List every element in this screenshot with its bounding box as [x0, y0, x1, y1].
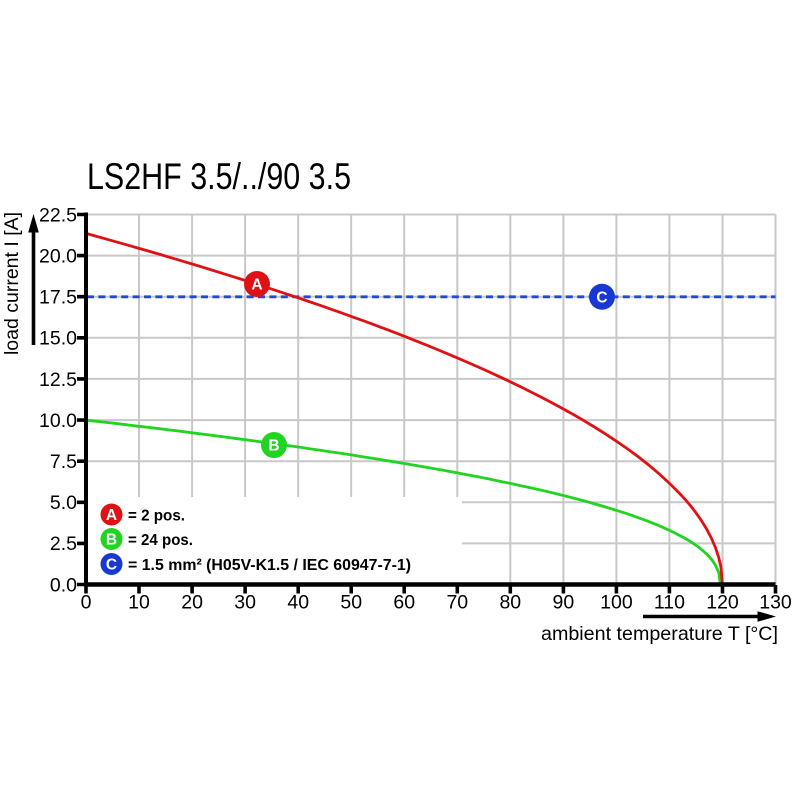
svg-text:90: 90 [553, 592, 575, 614]
svg-text:70: 70 [446, 592, 468, 614]
svg-text:17.5: 17.5 [39, 287, 77, 309]
svg-text:2.5: 2.5 [50, 533, 77, 555]
svg-text:C: C [596, 289, 607, 306]
svg-text:15.0: 15.0 [39, 328, 77, 350]
svg-text:22.5: 22.5 [39, 204, 77, 226]
svg-text:40: 40 [287, 592, 309, 614]
svg-text:= 1.5 mm² (H05V-K1.5 / IEC 609: = 1.5 mm² (H05V-K1.5 / IEC 60947-7-1) [128, 557, 411, 574]
svg-text:110: 110 [654, 592, 685, 614]
svg-text:120: 120 [706, 592, 739, 614]
svg-text:130: 130 [759, 592, 792, 614]
svg-text:0: 0 [81, 592, 92, 614]
svg-text:ambient temperature T [°C]: ambient temperature T [°C] [541, 623, 778, 645]
svg-text:LS2HF 3.5/../90 3.5: LS2HF 3.5/../90 3.5 [87, 155, 351, 197]
svg-text:50: 50 [340, 592, 362, 614]
svg-text:30: 30 [234, 592, 256, 614]
svg-text:20.0: 20.0 [39, 245, 77, 267]
svg-text:C: C [106, 557, 117, 574]
svg-text:B: B [106, 532, 117, 549]
svg-text:7.5: 7.5 [50, 451, 77, 473]
svg-text:20: 20 [181, 592, 203, 614]
svg-text:60: 60 [393, 592, 415, 614]
svg-text:= 24 pos.: = 24 pos. [128, 532, 193, 549]
svg-text:load current I [A]: load current I [A] [1, 212, 23, 355]
svg-text:10: 10 [128, 592, 150, 614]
svg-text:B: B [268, 438, 279, 455]
svg-text:100: 100 [600, 592, 633, 614]
svg-text:10.0: 10.0 [39, 410, 77, 432]
svg-text:= 2 pos.: = 2 pos. [128, 507, 185, 524]
svg-text:A: A [251, 277, 262, 294]
svg-text:A: A [106, 507, 117, 524]
svg-text:80: 80 [499, 592, 521, 614]
svg-text:12.5: 12.5 [39, 369, 77, 391]
svg-text:5.0: 5.0 [50, 492, 77, 514]
svg-text:0.0: 0.0 [50, 574, 77, 596]
